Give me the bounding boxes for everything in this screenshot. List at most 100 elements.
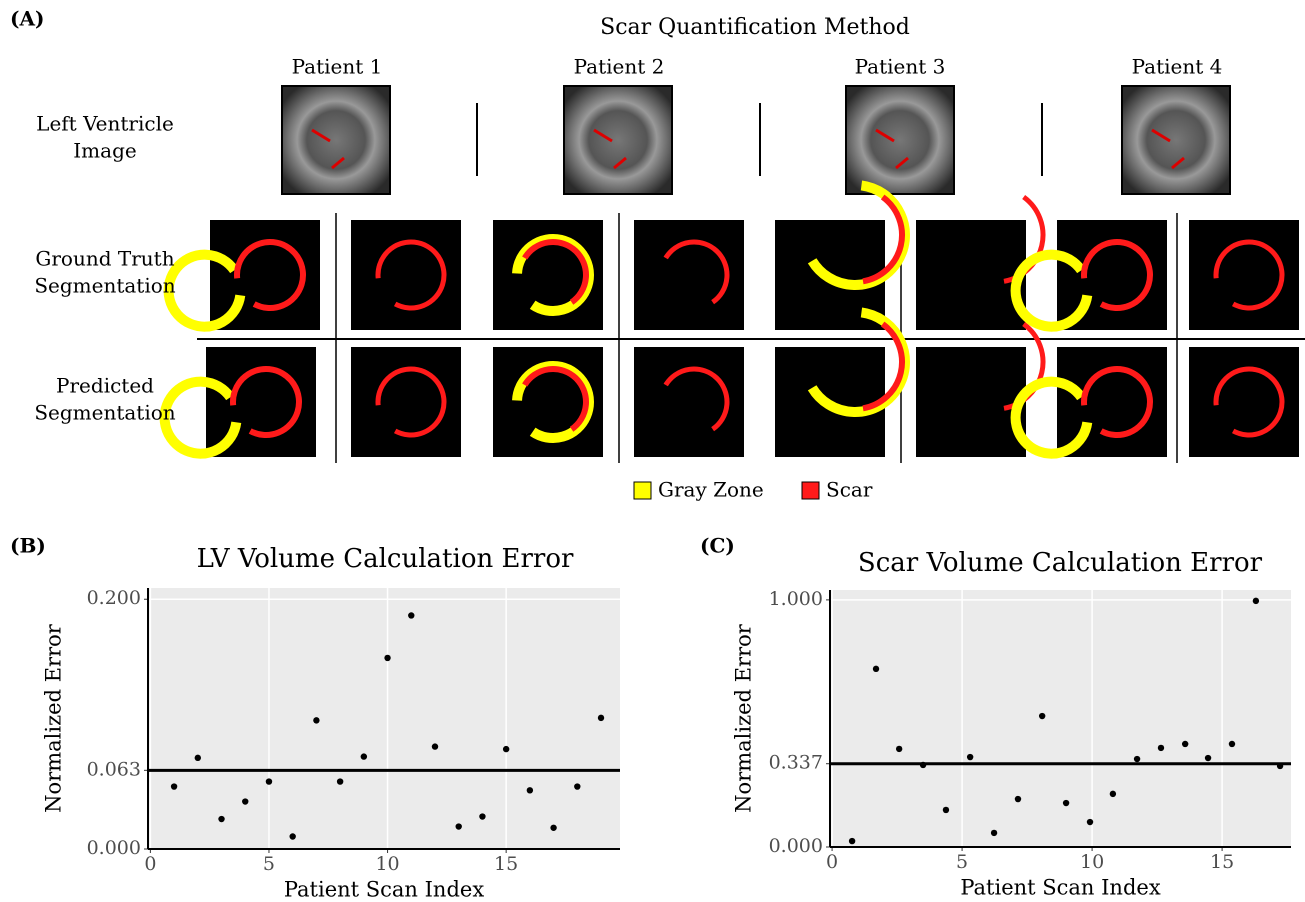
panel-title: Scar Quantification Method xyxy=(600,15,910,40)
point xyxy=(479,813,486,820)
point xyxy=(550,824,557,831)
point xyxy=(526,787,534,794)
point xyxy=(242,798,249,805)
x-axis-label: Patient Scan Index xyxy=(284,878,484,902)
point xyxy=(942,806,950,814)
gray-zone xyxy=(163,249,246,332)
y-axis-label: Normalized Error xyxy=(732,623,756,813)
y-tick-label: 0.063 xyxy=(87,758,141,780)
point xyxy=(360,753,368,760)
patient-label: Patient 4 xyxy=(1132,55,1223,79)
arrow xyxy=(1151,128,1171,143)
gray-zone xyxy=(159,376,242,459)
point xyxy=(431,743,439,750)
scar xyxy=(1213,366,1285,438)
point xyxy=(1157,744,1165,752)
lv-image xyxy=(563,85,673,195)
row-label: Image xyxy=(73,139,136,163)
row-label: Predicted xyxy=(56,374,154,398)
y-tick-label: 0.200 xyxy=(87,587,141,609)
segmentation-shape xyxy=(1213,239,1285,311)
legend-swatch xyxy=(633,481,652,500)
patient-label: Patient 1 xyxy=(292,55,383,79)
scar xyxy=(522,366,589,432)
point xyxy=(1038,712,1046,720)
scar xyxy=(1081,239,1153,311)
segmentation-shape xyxy=(663,366,730,432)
point xyxy=(408,612,415,619)
point xyxy=(895,745,903,753)
x-tick-label: 10 xyxy=(375,853,399,875)
row-label: Ground Truth xyxy=(35,247,174,271)
segmentation-shape xyxy=(512,234,594,316)
scar xyxy=(230,366,302,438)
row-label: Segmentation xyxy=(34,401,175,425)
segmentation xyxy=(916,347,1026,457)
point xyxy=(1181,740,1189,748)
arrow xyxy=(875,128,895,143)
scar xyxy=(375,366,447,438)
point xyxy=(966,753,974,761)
gray-zone xyxy=(1010,376,1093,459)
scar xyxy=(663,366,730,432)
scar xyxy=(234,239,306,311)
scar xyxy=(862,194,905,285)
panel-label: (C) xyxy=(700,534,735,558)
point xyxy=(1086,818,1094,826)
y-axis-label: Normalized Error xyxy=(42,623,66,813)
arrow xyxy=(895,156,909,170)
y-tick-label: 0.000 xyxy=(87,837,141,859)
segmentation-shape xyxy=(807,180,910,290)
segmentation-shape xyxy=(1213,366,1285,438)
point xyxy=(848,837,856,845)
x-tick-label: 0 xyxy=(826,851,838,873)
chart-title: Scar Volume Calculation Error xyxy=(858,548,1263,578)
arrow xyxy=(613,156,627,170)
x-tick-label: 15 xyxy=(494,853,518,875)
lv-image xyxy=(1121,85,1231,195)
point xyxy=(289,833,296,840)
patient-label: Patient 3 xyxy=(855,55,946,79)
segmentation-shape xyxy=(163,239,306,332)
x-tick-label: 0 xyxy=(144,853,156,875)
point xyxy=(990,829,998,837)
arrow xyxy=(311,128,331,143)
point xyxy=(1276,762,1284,770)
y-tick-label: 0.337 xyxy=(769,752,823,774)
legend-label: Scar xyxy=(826,478,873,502)
segmentation-shape xyxy=(375,239,447,311)
chart-title: LV Volume Calculation Error xyxy=(197,544,574,574)
scar xyxy=(1081,366,1153,438)
point xyxy=(574,783,581,790)
segmentation-shape xyxy=(512,361,594,443)
point xyxy=(1014,795,1022,803)
point xyxy=(1228,740,1236,748)
plot-area xyxy=(148,588,620,849)
point xyxy=(313,717,320,724)
y-tick-label: 0.000 xyxy=(769,835,823,857)
row-label: Left Ventricle xyxy=(36,112,174,136)
point xyxy=(170,783,178,790)
plot-area xyxy=(830,590,1291,847)
point xyxy=(194,754,202,762)
point xyxy=(1062,799,1070,807)
segmentation-shape xyxy=(663,239,730,305)
point xyxy=(265,778,273,785)
segmentation-shape xyxy=(1010,366,1153,459)
segmentation-shape xyxy=(1010,239,1153,332)
y-tick-label: 1.000 xyxy=(769,588,823,610)
point xyxy=(218,815,225,823)
panel-label: (A) xyxy=(10,7,44,31)
row-label: Segmentation xyxy=(34,274,175,298)
x-tick-label: 5 xyxy=(956,851,968,873)
scar xyxy=(862,321,905,412)
lv-image xyxy=(845,85,955,195)
gray-zone xyxy=(1010,249,1093,332)
segmentation-shape xyxy=(375,366,447,438)
legend-swatch xyxy=(801,481,820,500)
scar xyxy=(663,239,730,305)
segmentation-shape xyxy=(159,366,302,459)
arrow xyxy=(593,128,613,143)
point xyxy=(502,745,510,753)
